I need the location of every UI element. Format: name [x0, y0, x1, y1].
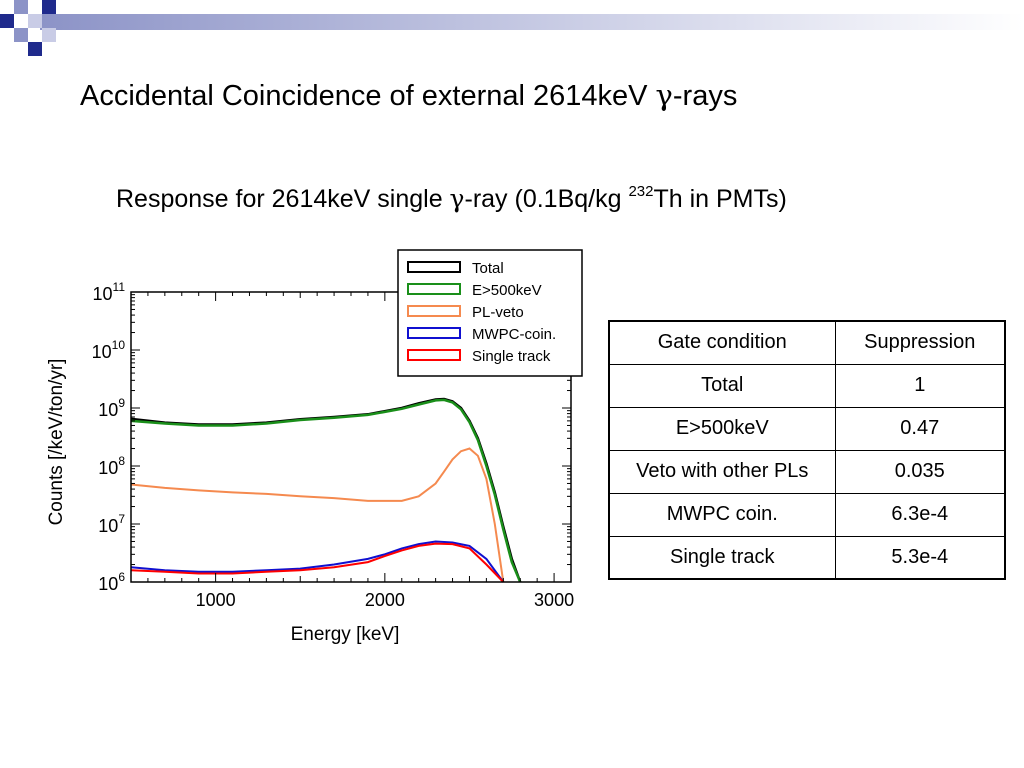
- table-cell-condition: Single track: [608, 535, 836, 580]
- table-cell-suppression: 1: [834, 363, 1006, 408]
- table-cell-suppression: 5.3e-4: [834, 535, 1006, 580]
- series-line-single-track: [130, 542, 505, 583]
- y-tick-label: 1011: [93, 280, 126, 304]
- deco-square: [14, 0, 28, 14]
- table-header-suppression: Suppression: [834, 320, 1006, 365]
- table-header-row: Gate condition Suppression: [608, 320, 1006, 365]
- title-gamma-symbol: γ: [655, 78, 673, 112]
- y-tick-label: 107: [98, 512, 125, 536]
- legend-entry: E>500keV: [472, 282, 542, 299]
- series-line-mwpc-coin: [130, 540, 505, 583]
- table-cell-condition: MWPC coin.: [608, 492, 836, 537]
- table-row: Veto with other PLs 0.035: [608, 449, 1006, 494]
- legend-entry: MWPC-coin.: [472, 326, 556, 343]
- table-header-gate-condition: Gate condition: [608, 320, 836, 365]
- subtitle-superscript: 232: [628, 182, 654, 200]
- table-cell-condition: E>500keV: [608, 406, 836, 451]
- chart-subtitle: Response for 2614keV single γ-ray (0.1Bq…: [116, 182, 787, 214]
- legend-entry: Total: [472, 260, 504, 277]
- x-tick-label: 3000: [534, 590, 574, 610]
- deco-square: [14, 28, 28, 42]
- legend-swatch: [407, 261, 461, 273]
- deco-square: [42, 0, 56, 14]
- table-cell-suppression: 0.47: [834, 406, 1006, 451]
- deco-square: [42, 28, 56, 42]
- legend-swatch: [407, 283, 461, 295]
- y-axis-label: Counts [/keV/ton/yr]: [46, 359, 67, 526]
- deco-square: [28, 42, 42, 56]
- deco-square: [28, 14, 42, 28]
- title-suffix: -rays: [672, 80, 738, 112]
- y-tick-label: 108: [98, 454, 125, 478]
- subtitle-main: Response for 2614keV single: [116, 185, 450, 213]
- series-line-e-500kev: [130, 398, 522, 583]
- table-row: Total 1: [608, 363, 1006, 408]
- table-row: Single track 5.3e-4: [608, 535, 1006, 580]
- subtitle-gamma-symbol: γ: [449, 184, 465, 213]
- legend-swatch: [407, 327, 461, 339]
- subtitle-suffix: Th in PMTs): [653, 185, 787, 213]
- legend-swatch: [407, 305, 461, 317]
- title-main: Accidental Coincidence of external 2614k…: [80, 80, 656, 112]
- subtitle-mid: -ray (0.1Bq/kg: [464, 185, 629, 213]
- x-tick-label: 2000: [365, 590, 405, 610]
- deco-square: [0, 14, 14, 28]
- x-axis-label: Energy [keV]: [291, 624, 400, 645]
- legend-entry: PL-veto: [472, 304, 524, 321]
- table-cell-suppression: 6.3e-4: [834, 492, 1006, 537]
- x-tick-label: 1000: [196, 590, 236, 610]
- table-cell-suppression: 0.035: [834, 449, 1006, 494]
- header-gradient-bar: [40, 14, 1024, 30]
- suppression-table: Gate condition Suppression Total 1 E>500…: [608, 320, 1006, 580]
- y-tick-label: 1010: [92, 338, 126, 362]
- y-tick-label: 106: [98, 570, 125, 594]
- slide-title: Accidental Coincidence of external 2614k…: [80, 78, 737, 113]
- legend-entry: Single track: [472, 348, 551, 365]
- table-cell-condition: Total: [608, 363, 836, 408]
- series-line-pl-veto: [130, 447, 505, 583]
- table-row: E>500keV 0.47: [608, 406, 1006, 451]
- table-cell-condition: Veto with other PLs: [608, 449, 836, 494]
- y-tick-label: 109: [98, 396, 125, 420]
- table-row: MWPC coin. 6.3e-4: [608, 492, 1006, 537]
- legend-swatch: [407, 349, 461, 361]
- slide-decoration: [0, 0, 1024, 56]
